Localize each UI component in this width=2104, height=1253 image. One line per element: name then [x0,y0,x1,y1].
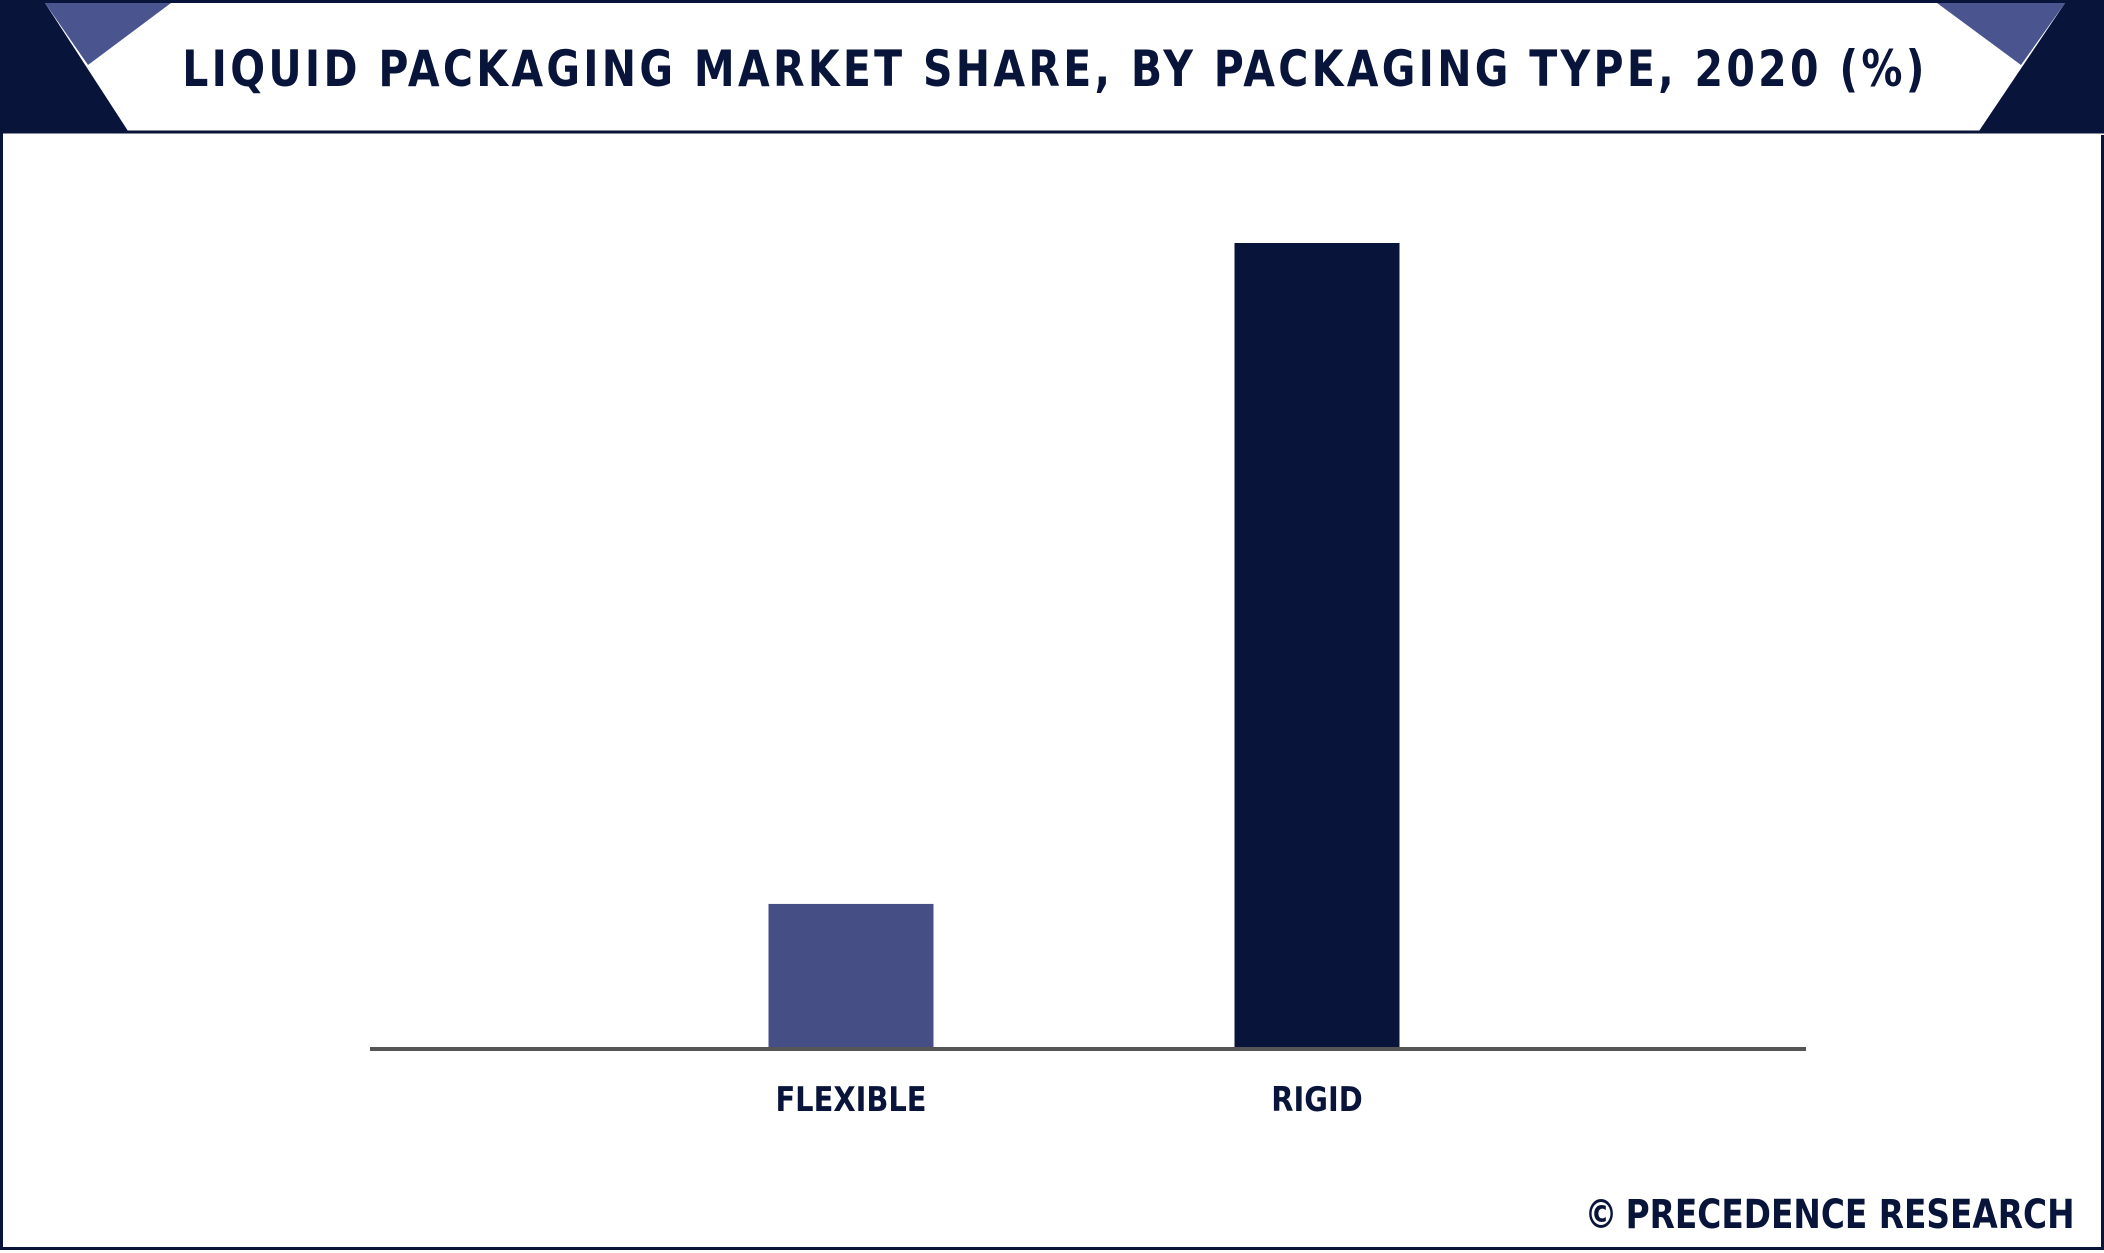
bar-chart: FLEXIBLE RIGID [370,243,1806,1120]
bar-rigid [1234,243,1400,1049]
copyright-icon: © [1584,1192,1618,1238]
title-banner [3,3,2104,135]
banner-right-accent-wedge [1937,3,2065,65]
chart-title: LIQUID PACKAGING MARKET SHARE, BY PACKAG… [182,40,1928,98]
brand-name: PRECEDENCE RESEARCH [1625,1192,2075,1238]
bar-flexible [768,903,934,1049]
banner-background [3,3,2104,135]
banner-left-dark-wedge [3,3,128,131]
banner-left-accent-wedge [45,3,171,65]
tick-label-rigid: RIGID [1271,1081,1362,1120]
tick-label-flexible: FLEXIBLE [775,1081,926,1120]
brand-credit: © PRECEDENCE RESEARCH [1585,1185,2075,1245]
banner-right-dark-wedge [1979,3,2104,131]
